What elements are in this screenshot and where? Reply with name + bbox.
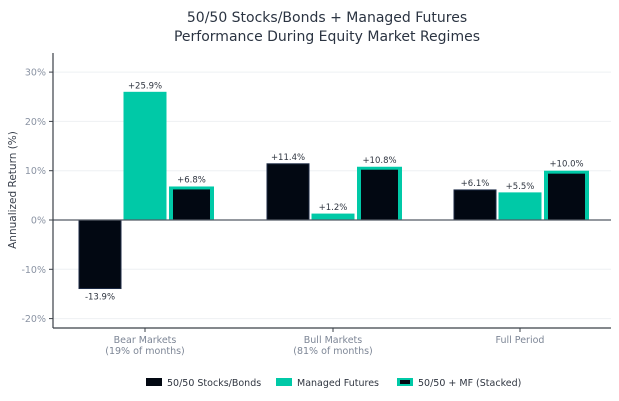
data-label: +6.1% bbox=[461, 179, 490, 189]
legend-label: Managed Futures bbox=[297, 378, 379, 389]
legend-swatch bbox=[146, 378, 162, 386]
bar-stacked-inner bbox=[548, 173, 585, 220]
legend: 50/50 Stocks/Bonds Managed Futures 50/50 +… bbox=[146, 378, 521, 389]
x-category-label: Full Period bbox=[496, 335, 545, 346]
x-axis-categories: Bear Markets(19% of months) Bull Markets(… bbox=[105, 328, 544, 357]
data-label: +10.0% bbox=[549, 160, 583, 170]
x-category-label: Bull Markets bbox=[304, 335, 362, 346]
bar-stocks-bonds bbox=[453, 189, 497, 221]
legend-label: 50/50 Stocks/Bonds bbox=[167, 378, 261, 389]
chart-title-line-2: Performance During Equity Market Regimes bbox=[174, 29, 480, 45]
bar-stocks-bonds bbox=[78, 219, 122, 290]
y-tick-label: 30% bbox=[25, 68, 46, 79]
data-label: +6.8% bbox=[177, 175, 206, 185]
bars bbox=[78, 91, 589, 290]
data-label: +5.5% bbox=[506, 182, 535, 192]
data-label: +10.8% bbox=[362, 156, 396, 166]
x-category-label: (81% of months) bbox=[293, 346, 373, 357]
chart-title-line-1: 50/50 Stocks/Bonds + Managed Futures bbox=[187, 10, 467, 26]
x-category-label: (19% of months) bbox=[105, 346, 185, 357]
bar-stocks-bonds bbox=[266, 163, 310, 221]
bar-stacked-inner bbox=[173, 189, 210, 220]
data-label: +11.4% bbox=[271, 153, 305, 163]
y-tick-label: -20% bbox=[21, 314, 46, 325]
y-tick-label: 0% bbox=[31, 216, 46, 227]
y-tick-label: -10% bbox=[21, 265, 46, 276]
y-tick-label: 10% bbox=[25, 166, 46, 177]
y-axis-ticks: -20% -10% 0% 10% 20% 30% bbox=[21, 68, 53, 325]
bar-managed-futures bbox=[123, 91, 167, 221]
data-label: +1.2% bbox=[319, 203, 348, 213]
x-category-label: Bear Markets bbox=[114, 335, 177, 346]
bar-stacked-inner bbox=[361, 169, 398, 220]
y-tick-label: 20% bbox=[25, 117, 46, 128]
data-label: -13.9% bbox=[85, 293, 115, 303]
legend-label: 50/50 + MF (Stacked) bbox=[418, 378, 521, 389]
legend-swatch-inner bbox=[400, 380, 410, 384]
legend-swatch bbox=[276, 378, 292, 386]
bar-managed-futures bbox=[498, 192, 542, 221]
data-labels: -13.9% +25.9% +6.8% +11.4% +1.2% +10.8% +6.1% +… bbox=[85, 81, 584, 302]
y-axis-label: Annualized Return (%) bbox=[7, 131, 19, 249]
bar-managed-futures bbox=[311, 213, 355, 221]
data-label: +25.9% bbox=[128, 81, 162, 91]
